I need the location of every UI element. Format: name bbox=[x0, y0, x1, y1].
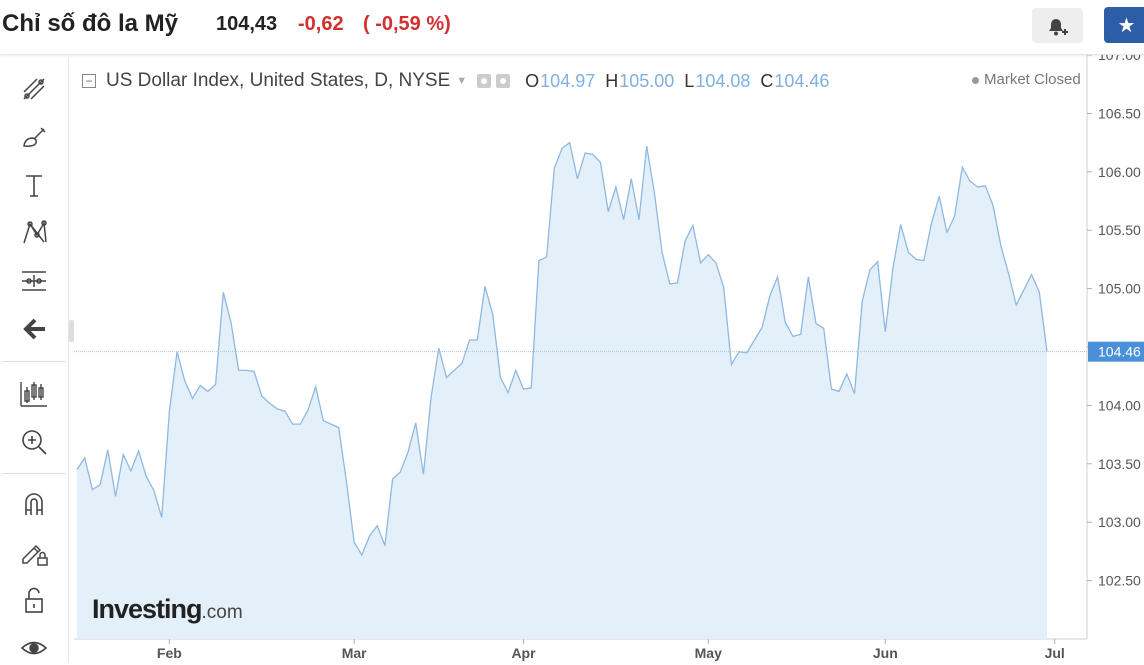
y-tick-label: 106.50 bbox=[1098, 105, 1141, 121]
market-status: Market Closed bbox=[972, 71, 1081, 88]
drawing-toolbar bbox=[0, 57, 69, 663]
investing-logo: Investing.com bbox=[92, 594, 243, 625]
price-change: -0,62 bbox=[298, 13, 344, 35]
x-tick-label: Mar bbox=[342, 645, 367, 661]
chart-title: US Dollar Index, United States, D, NYSE bbox=[106, 70, 451, 91]
x-tick-label: Jul bbox=[1045, 645, 1065, 661]
last-price-label-bg bbox=[1088, 341, 1144, 362]
price-chart[interactable]: 102.50103.00103.50104.00104.50105.00105.… bbox=[74, 55, 1144, 663]
star-icon: ★ bbox=[1117, 14, 1136, 37]
pattern-icon[interactable] bbox=[16, 216, 52, 250]
price-area-fill bbox=[77, 142, 1047, 639]
brush-icon[interactable] bbox=[16, 120, 52, 154]
chevron-down-icon[interactable]: ▼ bbox=[456, 75, 468, 87]
y-tick-label: 105.50 bbox=[1098, 222, 1141, 238]
magnet-icon[interactable] bbox=[16, 487, 52, 521]
arrow-back-icon[interactable] bbox=[16, 312, 52, 346]
high-label: H bbox=[605, 70, 619, 91]
logo-name: Investing bbox=[92, 594, 203, 624]
toolbar-divider bbox=[2, 361, 66, 362]
eye-icon[interactable] bbox=[16, 631, 52, 665]
y-tick-label: 102.50 bbox=[1098, 573, 1141, 589]
y-tick-label: 104.00 bbox=[1098, 397, 1141, 413]
price-series-line bbox=[76, 141, 1048, 557]
collapse-legend-button[interactable]: − bbox=[82, 74, 96, 88]
x-tick-label: Apr bbox=[511, 645, 536, 661]
close-value: 104.46 bbox=[774, 70, 830, 91]
market-status-text: Market Closed bbox=[984, 71, 1081, 88]
toolbar-divider bbox=[2, 473, 66, 474]
low-label: L bbox=[684, 70, 695, 91]
settings-gear-icon[interactable] bbox=[496, 74, 511, 88]
status-dot-icon bbox=[972, 76, 979, 84]
open-value: 104.97 bbox=[540, 70, 596, 91]
low-value: 104.08 bbox=[695, 70, 751, 91]
visibility-icon[interactable] bbox=[477, 74, 492, 88]
last-price: 104,43 bbox=[216, 13, 278, 35]
open-label: O bbox=[525, 70, 540, 91]
logo-suffix: .com bbox=[201, 602, 243, 623]
x-tick-label: Feb bbox=[157, 645, 182, 661]
unlock-icon[interactable] bbox=[16, 583, 52, 617]
toolbar-resize-handle[interactable] bbox=[69, 320, 74, 342]
y-tick-label: 105.00 bbox=[1098, 281, 1141, 297]
text-icon[interactable] bbox=[16, 168, 52, 202]
chart-legend: − US Dollar Index, United States, D, NYS… bbox=[82, 69, 829, 93]
last-price-label: 104.46 bbox=[1098, 344, 1141, 360]
quote-header: Chỉ số đô la Mỹ 104,43 -0,62 ( -0,59 %) … bbox=[0, 0, 1144, 55]
high-value: 105.00 bbox=[619, 70, 675, 91]
add-to-watchlist-button[interactable]: ★ bbox=[1104, 7, 1144, 43]
bell-plus-icon bbox=[1048, 18, 1068, 35]
y-tick-label: 106.00 bbox=[1098, 164, 1141, 180]
instrument-title: Chỉ số đô la Mỹ bbox=[2, 10, 179, 37]
y-tick-label: 103.00 bbox=[1098, 514, 1141, 530]
zoom-in-icon[interactable] bbox=[16, 425, 52, 459]
x-tick-label: May bbox=[695, 645, 722, 661]
price-change-percent: ( -0,59 %) bbox=[363, 13, 451, 35]
create-alert-button[interactable] bbox=[1032, 8, 1083, 43]
trend-line-icon[interactable] bbox=[16, 72, 52, 106]
pencil-lock-icon[interactable] bbox=[16, 535, 52, 569]
y-tick-label: 103.50 bbox=[1098, 456, 1141, 472]
indicators-icon[interactable] bbox=[16, 377, 52, 411]
measure-icon[interactable] bbox=[16, 264, 52, 298]
close-label: C bbox=[760, 70, 774, 91]
x-tick-label: Jun bbox=[873, 645, 898, 661]
y-tick-label: 107.00 bbox=[1098, 55, 1141, 63]
